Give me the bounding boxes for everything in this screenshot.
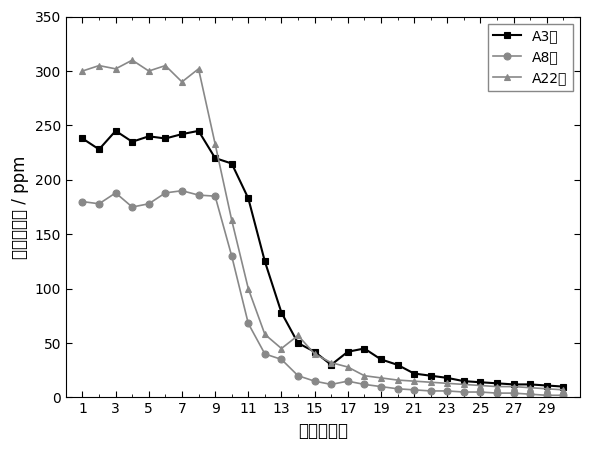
Line: A8井: A8井 — [79, 187, 567, 399]
A8井 — [493, 391, 501, 396]
Y-axis label: 硫化氢含量 / ppm: 硫化氢含量 / ppm — [11, 155, 29, 259]
A3井 — [427, 373, 434, 378]
A8井 — [543, 392, 550, 398]
A8井 — [411, 387, 418, 392]
A22井 — [361, 373, 368, 378]
A8井 — [228, 253, 235, 259]
A3井 — [294, 341, 301, 346]
A3井 — [195, 128, 202, 133]
A8井 — [294, 373, 301, 378]
A22井 — [245, 286, 252, 291]
A22井 — [145, 68, 152, 74]
A3井 — [361, 346, 368, 351]
A22井 — [493, 384, 501, 389]
A3井 — [411, 371, 418, 376]
A22井 — [378, 375, 385, 381]
Line: A3井: A3井 — [79, 127, 567, 390]
A8井 — [311, 378, 318, 384]
A3井 — [543, 383, 550, 388]
A3井 — [278, 310, 285, 315]
A3井 — [394, 362, 401, 368]
A3井 — [378, 357, 385, 362]
A22井 — [178, 79, 186, 85]
A8井 — [477, 389, 484, 395]
A8井 — [212, 193, 219, 199]
A22井 — [477, 383, 484, 388]
A8井 — [378, 384, 385, 389]
A8井 — [96, 201, 103, 207]
A22井 — [311, 351, 318, 357]
A8井 — [361, 382, 368, 387]
A8井 — [460, 389, 467, 395]
A8井 — [527, 391, 534, 397]
A3井 — [493, 381, 501, 386]
A8井 — [195, 193, 202, 198]
A3井 — [129, 139, 136, 144]
A22井 — [560, 387, 567, 392]
A3井 — [444, 375, 451, 381]
A8井 — [112, 190, 119, 196]
A22井 — [79, 68, 86, 74]
A22井 — [427, 380, 434, 385]
A22井 — [543, 386, 550, 391]
A8井 — [394, 386, 401, 391]
A8井 — [145, 201, 152, 207]
A22井 — [411, 378, 418, 384]
A8井 — [162, 190, 169, 196]
Legend: A3井, A8井, A22井: A3井, A8井, A22井 — [488, 23, 573, 91]
A22井 — [394, 377, 401, 383]
A22井 — [96, 63, 103, 68]
A3井 — [261, 259, 268, 264]
A22井 — [327, 360, 335, 365]
A22井 — [294, 333, 301, 338]
A8井 — [327, 382, 335, 387]
A3井 — [112, 128, 119, 133]
A3井 — [228, 161, 235, 166]
A8井 — [444, 388, 451, 394]
A22井 — [510, 384, 517, 389]
A8井 — [278, 357, 285, 362]
X-axis label: 时间（天）: 时间（天） — [298, 422, 348, 440]
A8井 — [261, 351, 268, 357]
A3井 — [245, 196, 252, 201]
A3井 — [477, 380, 484, 385]
Line: A22井: A22井 — [79, 57, 567, 393]
A22井 — [444, 381, 451, 386]
A3井 — [510, 382, 517, 387]
A22井 — [195, 66, 202, 72]
A3井 — [560, 384, 567, 389]
A22井 — [344, 364, 351, 370]
A8井 — [129, 204, 136, 210]
A3井 — [460, 378, 467, 384]
A3井 — [527, 382, 534, 387]
A22井 — [460, 382, 467, 387]
A3井 — [311, 349, 318, 354]
A8井 — [178, 188, 186, 193]
A3井 — [96, 147, 103, 152]
A8井 — [344, 378, 351, 384]
A3井 — [162, 136, 169, 141]
A22井 — [212, 141, 219, 147]
A8井 — [560, 392, 567, 398]
A8井 — [245, 321, 252, 326]
A22井 — [228, 217, 235, 223]
A3井 — [79, 136, 86, 141]
A22井 — [129, 57, 136, 63]
A3井 — [344, 349, 351, 354]
A22井 — [261, 331, 268, 337]
A8井 — [79, 199, 86, 204]
A3井 — [212, 155, 219, 161]
A8井 — [427, 388, 434, 394]
A3井 — [327, 362, 335, 368]
A22井 — [527, 385, 534, 391]
A3井 — [178, 131, 186, 137]
A22井 — [112, 66, 119, 72]
A22井 — [278, 346, 285, 351]
A22井 — [162, 63, 169, 68]
A3井 — [145, 133, 152, 139]
A8井 — [510, 391, 517, 396]
